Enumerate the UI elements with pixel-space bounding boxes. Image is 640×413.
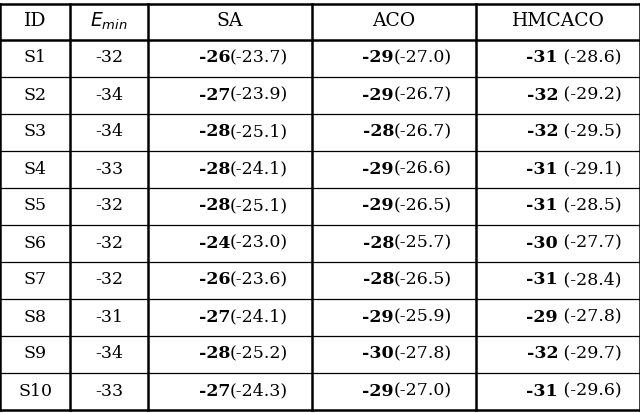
Text: -24: -24 bbox=[198, 235, 230, 252]
Text: S10: S10 bbox=[18, 382, 52, 399]
Text: -28: -28 bbox=[363, 235, 394, 252]
Text: (-24.1): (-24.1) bbox=[230, 161, 288, 178]
Text: (-27.0): (-27.0) bbox=[394, 50, 452, 66]
Text: (-26.5): (-26.5) bbox=[394, 197, 452, 214]
Text: -27: -27 bbox=[198, 382, 230, 399]
Text: -29: -29 bbox=[526, 309, 558, 325]
Text: (-27.8): (-27.8) bbox=[558, 309, 621, 325]
Text: -31: -31 bbox=[526, 271, 558, 289]
Text: (-29.1): (-29.1) bbox=[558, 161, 621, 178]
Text: -34: -34 bbox=[95, 123, 123, 140]
Text: (-23.7): (-23.7) bbox=[230, 50, 288, 66]
Text: -33: -33 bbox=[95, 382, 123, 399]
Text: -26: -26 bbox=[198, 271, 230, 289]
Text: (-23.9): (-23.9) bbox=[230, 86, 288, 104]
Text: -30: -30 bbox=[526, 235, 558, 252]
Text: (-27.8): (-27.8) bbox=[394, 346, 452, 363]
Text: -26: -26 bbox=[198, 50, 230, 66]
Text: (-25.2): (-25.2) bbox=[230, 346, 288, 363]
Text: -32: -32 bbox=[95, 271, 123, 289]
Text: (-25.9): (-25.9) bbox=[394, 309, 452, 325]
Text: SA: SA bbox=[217, 12, 243, 31]
Text: (-23.0): (-23.0) bbox=[230, 235, 288, 252]
Text: -31: -31 bbox=[526, 197, 558, 214]
Text: -28: -28 bbox=[198, 123, 230, 140]
Text: (-28.4): (-28.4) bbox=[558, 271, 621, 289]
Text: (-23.6): (-23.6) bbox=[230, 271, 288, 289]
Text: S5: S5 bbox=[24, 197, 47, 214]
Text: (-26.6): (-26.6) bbox=[394, 161, 452, 178]
Text: S1: S1 bbox=[24, 50, 47, 66]
Text: -28: -28 bbox=[198, 161, 230, 178]
Text: (-28.5): (-28.5) bbox=[558, 197, 621, 214]
Text: S4: S4 bbox=[24, 161, 47, 178]
Text: -31: -31 bbox=[526, 50, 558, 66]
Text: ACO: ACO bbox=[372, 12, 415, 31]
Text: -32: -32 bbox=[527, 86, 558, 104]
Text: (-24.3): (-24.3) bbox=[230, 382, 288, 399]
Text: S7: S7 bbox=[24, 271, 47, 289]
Text: -29: -29 bbox=[362, 197, 394, 214]
Text: -34: -34 bbox=[95, 346, 123, 363]
Text: (-26.7): (-26.7) bbox=[394, 86, 452, 104]
Text: -31: -31 bbox=[95, 309, 123, 325]
Text: (-29.2): (-29.2) bbox=[558, 86, 621, 104]
Text: (-25.1): (-25.1) bbox=[230, 197, 288, 214]
Text: -31: -31 bbox=[526, 382, 558, 399]
Text: -34: -34 bbox=[95, 86, 123, 104]
Text: -32: -32 bbox=[95, 50, 123, 66]
Text: -32: -32 bbox=[527, 346, 558, 363]
Text: S8: S8 bbox=[24, 309, 47, 325]
Text: -27: -27 bbox=[198, 86, 230, 104]
Text: (-25.1): (-25.1) bbox=[230, 123, 288, 140]
Text: -28: -28 bbox=[363, 271, 394, 289]
Text: -29: -29 bbox=[362, 382, 394, 399]
Text: -28: -28 bbox=[363, 123, 394, 140]
Text: -27: -27 bbox=[198, 309, 230, 325]
Text: S2: S2 bbox=[24, 86, 47, 104]
Text: ID: ID bbox=[24, 12, 46, 31]
Text: -30: -30 bbox=[362, 346, 394, 363]
Text: (-26.5): (-26.5) bbox=[394, 271, 452, 289]
Text: (-27.0): (-27.0) bbox=[394, 382, 452, 399]
Text: (-29.5): (-29.5) bbox=[558, 123, 621, 140]
Text: S9: S9 bbox=[24, 346, 47, 363]
Text: -29: -29 bbox=[362, 161, 394, 178]
Text: (-29.7): (-29.7) bbox=[558, 346, 621, 363]
Text: (-29.6): (-29.6) bbox=[558, 382, 621, 399]
Text: -29: -29 bbox=[362, 309, 394, 325]
Text: (-27.7): (-27.7) bbox=[558, 235, 621, 252]
Text: (-24.1): (-24.1) bbox=[230, 309, 288, 325]
Text: -29: -29 bbox=[362, 50, 394, 66]
Text: -28: -28 bbox=[198, 197, 230, 214]
Text: -32: -32 bbox=[95, 235, 123, 252]
Text: -28: -28 bbox=[198, 346, 230, 363]
Text: (-26.7): (-26.7) bbox=[394, 123, 452, 140]
Text: -33: -33 bbox=[95, 161, 123, 178]
Text: $E_{min}$: $E_{min}$ bbox=[90, 11, 128, 32]
Text: -29: -29 bbox=[362, 86, 394, 104]
Text: (-28.6): (-28.6) bbox=[558, 50, 621, 66]
Text: -31: -31 bbox=[526, 161, 558, 178]
Text: S6: S6 bbox=[24, 235, 47, 252]
Text: S3: S3 bbox=[24, 123, 47, 140]
Text: (-25.7): (-25.7) bbox=[394, 235, 452, 252]
Text: -32: -32 bbox=[95, 197, 123, 214]
Text: -32: -32 bbox=[527, 123, 558, 140]
Text: HMCACO: HMCACO bbox=[511, 12, 604, 31]
